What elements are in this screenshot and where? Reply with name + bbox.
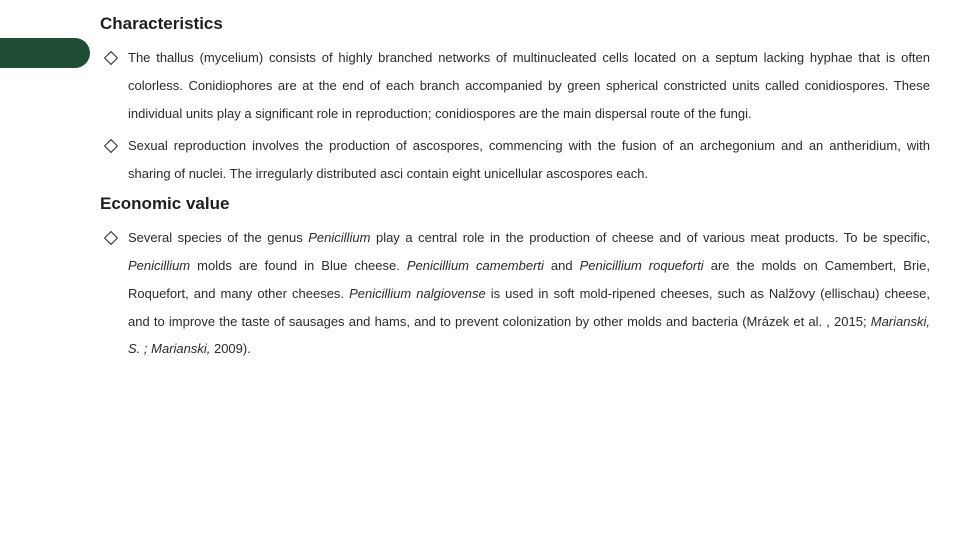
italic-penicillium-roqueforti: Penicillium roqueforti: [580, 258, 704, 273]
italic-penicillium: Penicillium: [308, 230, 370, 245]
text-run: molds are found in Blue cheese.: [190, 258, 407, 273]
text-run: 2009).: [210, 341, 250, 356]
italic-penicillium-nalgiovense: Penicillium nalgiovense: [349, 286, 486, 301]
list-item: The thallus (mycelium) consists of highl…: [100, 44, 930, 128]
characteristics-list: The thallus (mycelium) consists of highl…: [100, 44, 930, 188]
heading-economic-value: Economic value: [100, 194, 930, 214]
text-run: Several species of the genus: [128, 230, 308, 245]
heading-characteristics: Characteristics: [100, 14, 930, 34]
text-run: and: [544, 258, 580, 273]
accent-bar: [0, 38, 90, 68]
italic-penicillium: Penicillium: [128, 258, 190, 273]
slide-content: Characteristics The thallus (mycelium) c…: [100, 8, 930, 367]
italic-penicillium-camemberti: Penicillium camemberti: [407, 258, 544, 273]
list-item: Several species of the genus Penicillium…: [100, 224, 930, 364]
text-run: play a central role in the production of…: [370, 230, 930, 245]
economic-list: Several species of the genus Penicillium…: [100, 224, 930, 364]
list-item: Sexual reproduction involves the product…: [100, 132, 930, 188]
